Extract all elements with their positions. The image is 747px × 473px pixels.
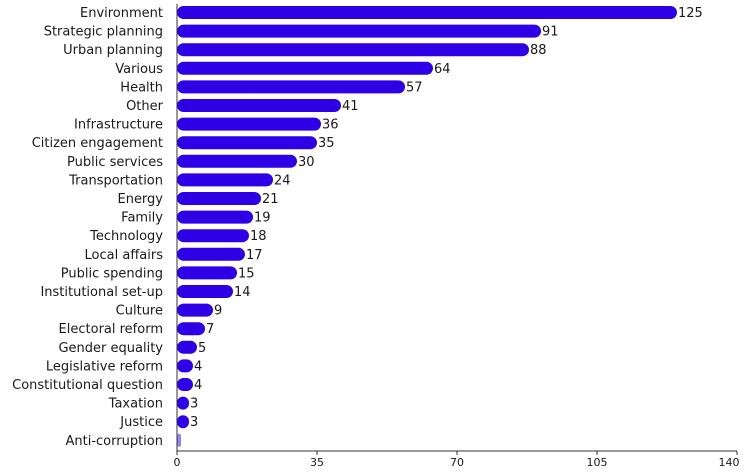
bar bbox=[177, 285, 233, 298]
bar bbox=[177, 43, 529, 57]
value-label: 125 bbox=[678, 6, 703, 21]
bar bbox=[177, 396, 189, 410]
category-label: Legislative reform bbox=[46, 359, 163, 374]
value-label: 19 bbox=[254, 211, 271, 226]
bar bbox=[177, 340, 197, 354]
value-label: 41 bbox=[342, 99, 359, 114]
x-axis-ticks: 0 35 70 105 140 bbox=[174, 451, 740, 469]
category-label: Transportation bbox=[68, 173, 163, 188]
value-label: 88 bbox=[530, 43, 547, 58]
bar bbox=[177, 6, 677, 19]
category-label: Public services bbox=[67, 155, 163, 170]
bar bbox=[177, 266, 237, 280]
value-label: 17 bbox=[246, 248, 263, 263]
value-label: 15 bbox=[238, 266, 255, 281]
bar bbox=[177, 117, 321, 131]
value-label: 57 bbox=[406, 80, 423, 95]
bar bbox=[177, 154, 297, 168]
value-label: 30 bbox=[298, 155, 315, 170]
value-label: 5 bbox=[198, 341, 206, 356]
bar bbox=[177, 247, 245, 261]
bar bbox=[177, 229, 249, 243]
value-label: 4 bbox=[194, 359, 202, 374]
category-label: Electoral reform bbox=[59, 322, 163, 337]
bar bbox=[177, 322, 205, 336]
category-label: Local affairs bbox=[85, 248, 164, 263]
bar bbox=[177, 192, 261, 205]
value-label: 3 bbox=[190, 415, 198, 430]
category-label: Environment bbox=[80, 6, 163, 21]
category-label: Culture bbox=[116, 304, 163, 319]
value-label: 24 bbox=[274, 173, 291, 188]
value-label: 3 bbox=[190, 397, 198, 412]
value-label: 35 bbox=[318, 136, 335, 151]
bars-group bbox=[177, 6, 677, 447]
category-label: Infrastructure bbox=[74, 118, 163, 133]
value-label: 9 bbox=[214, 304, 222, 319]
x-tick-label: 105 bbox=[587, 456, 608, 469]
x-tick-label: 0 bbox=[174, 456, 181, 469]
x-tick-label: 35 bbox=[310, 456, 324, 469]
value-label: 14 bbox=[234, 285, 251, 300]
category-label: Institutional set-up bbox=[40, 285, 163, 300]
x-tick-label: 140 bbox=[719, 456, 740, 469]
value-label: 36 bbox=[322, 118, 339, 133]
category-label: Family bbox=[121, 211, 163, 226]
bar bbox=[177, 99, 341, 112]
bar bbox=[177, 24, 541, 38]
category-label: Other bbox=[126, 99, 164, 114]
value-label: 7 bbox=[206, 322, 214, 337]
category-label: Gender equality bbox=[58, 341, 163, 356]
category-label: Justice bbox=[119, 415, 163, 430]
category-label: Citizen engagement bbox=[32, 136, 163, 151]
bar bbox=[177, 80, 405, 94]
value-label: 4 bbox=[194, 378, 202, 393]
value-label: 21 bbox=[262, 192, 279, 207]
bar bbox=[177, 173, 273, 187]
category-label: Technology bbox=[89, 229, 163, 244]
value-label: 64 bbox=[434, 62, 451, 77]
category-label: Energy bbox=[117, 192, 163, 207]
category-label: Constitutional question bbox=[12, 378, 163, 393]
value-label: 91 bbox=[542, 25, 559, 40]
bar bbox=[177, 136, 317, 150]
category-label: Strategic planning bbox=[44, 25, 163, 40]
bar bbox=[177, 433, 181, 447]
category-label: Urban planning bbox=[63, 43, 163, 58]
category-labels: Environment Strategic planning Urban plann… bbox=[12, 6, 164, 449]
category-label: Health bbox=[120, 80, 163, 95]
bar bbox=[177, 378, 193, 391]
bar bbox=[177, 61, 433, 75]
category-label: Various bbox=[115, 62, 163, 77]
bar bbox=[177, 210, 253, 224]
value-label: 18 bbox=[250, 229, 267, 244]
bar bbox=[177, 359, 193, 373]
bar bbox=[177, 303, 213, 317]
category-label: Anti-corruption bbox=[66, 434, 164, 449]
x-tick-label: 70 bbox=[450, 456, 464, 469]
category-label: Public spending bbox=[61, 266, 163, 281]
category-label: Taxation bbox=[108, 397, 163, 412]
bar bbox=[177, 415, 189, 429]
